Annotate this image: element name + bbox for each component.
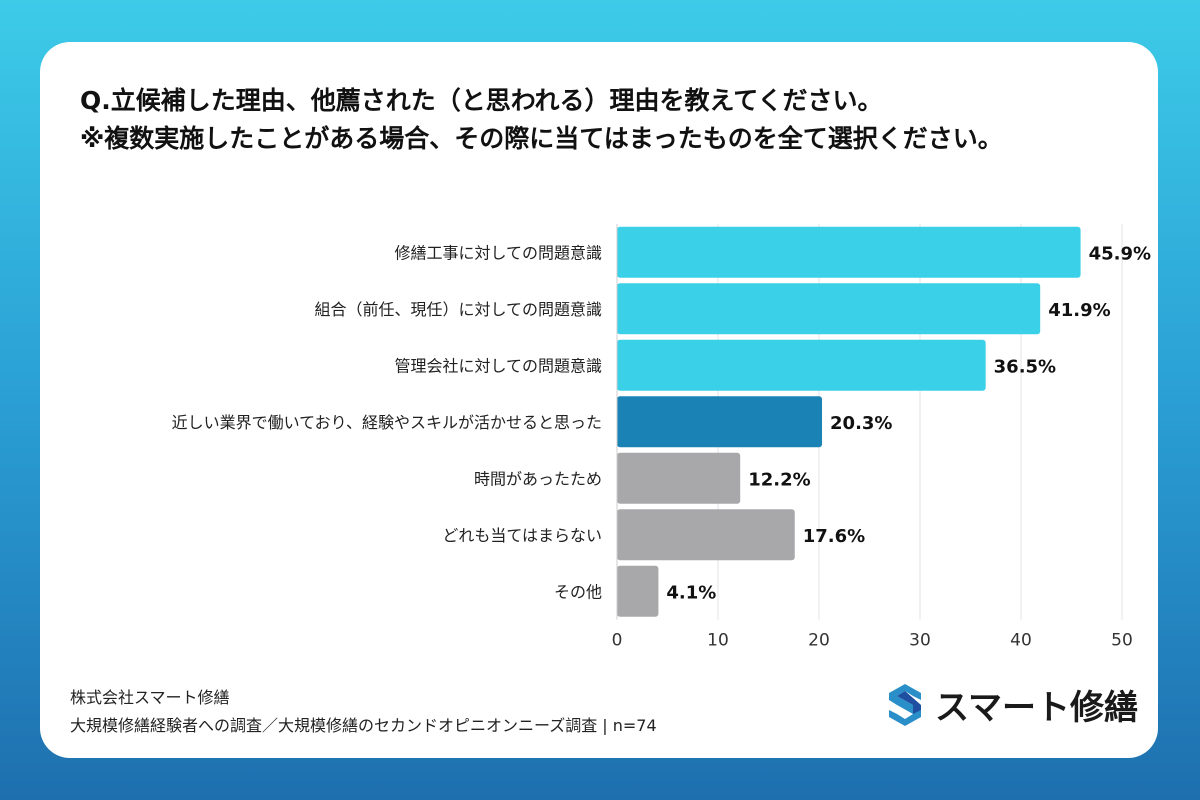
title-line-2: ※複数実施したことがある場合、その際に当てはまったものを全て選択ください。 xyxy=(80,124,1003,153)
logo: スマート修繕 xyxy=(885,680,1138,729)
data-label: 4.1% xyxy=(666,582,716,603)
category-label: その他 xyxy=(554,582,602,601)
footer-company: 株式会社スマート修繕 xyxy=(70,688,230,707)
x-tick-label: 30 xyxy=(909,631,931,651)
s-logo-icon xyxy=(889,683,921,726)
data-label: 17.6% xyxy=(803,526,865,547)
title-line-1: Q.立候補した理由、他薦された（と思われる）理由を教えてください。 xyxy=(80,86,883,115)
category-label: 組合（前任、現任）に対しての問題意識 xyxy=(314,300,602,319)
category-label: 近しい業界で働いており、経験やスキルが活かせると思った xyxy=(172,413,602,432)
bar xyxy=(617,396,823,448)
category-label: 修繕工事に対しての問題意識 xyxy=(394,243,602,262)
x-tick-label: 20 xyxy=(808,631,830,651)
category-label: どれも当てはまらない xyxy=(442,526,602,545)
x-tick-label: 0 xyxy=(612,631,623,651)
x-tick-label: 50 xyxy=(1111,631,1133,651)
data-label: 41.9% xyxy=(1048,300,1110,321)
card xyxy=(40,42,1158,758)
data-label: 12.2% xyxy=(748,469,810,490)
bar xyxy=(617,509,795,561)
data-label: 45.9% xyxy=(1089,243,1151,264)
bar xyxy=(617,283,1041,335)
data-label: 20.3% xyxy=(830,413,892,434)
bar xyxy=(617,226,1081,278)
data-label: 36.5% xyxy=(994,356,1056,377)
category-label: 時間があったため xyxy=(474,469,602,488)
chart-title: Q.立候補した理由、他薦された（と思われる）理由を教えてください。 ※複数実施し… xyxy=(80,82,1140,158)
bar xyxy=(617,452,741,504)
x-tick-label: 40 xyxy=(1010,631,1032,651)
logo-text: スマート修繕 xyxy=(935,688,1138,728)
bar xyxy=(617,339,986,391)
x-tick-label: 10 xyxy=(707,631,729,651)
footer-survey: 大規模修繕経験者への調査／大規模修繕のセカンドオピニオンニーズ調査 | n=74 xyxy=(70,716,657,735)
category-label: 管理会社に対しての問題意識 xyxy=(394,356,602,375)
bar xyxy=(617,565,659,617)
